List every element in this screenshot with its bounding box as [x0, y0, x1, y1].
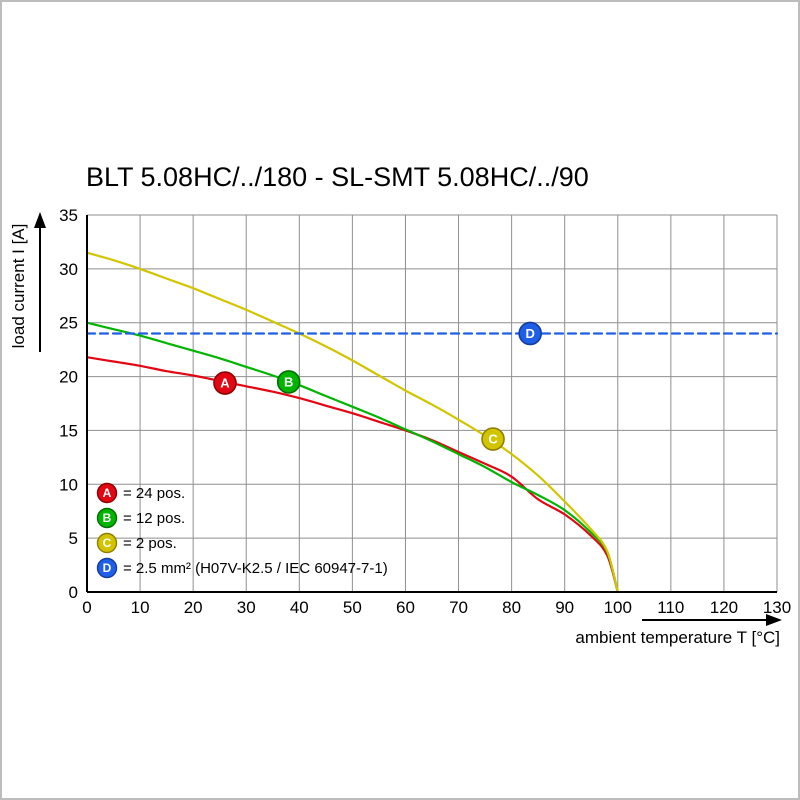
marker-D-label: D: [525, 326, 534, 341]
legend-item-B: B = 12 pos.: [96, 507, 185, 529]
legend-swatch-C: [96, 532, 118, 554]
y-tick-label-30: 30: [59, 260, 78, 279]
curve-B: [86, 321, 619, 594]
x-axis-label: ambient temperature T [°C]: [575, 628, 780, 647]
legend-label-C: = 2 pos.: [123, 535, 177, 552]
legend-item-C: C = 2 pos.: [96, 532, 177, 554]
x-axis-arrow: [642, 614, 782, 626]
y-tick-label-10: 10: [59, 475, 78, 494]
legend-item-D: D = 2.5 mm² (H07V-K2.5 / IEC 60947-7-1): [96, 557, 388, 579]
legend-swatch-letter-A: A: [103, 486, 112, 500]
curve-A: [86, 356, 619, 594]
marker-D: [518, 321, 542, 346]
y-tick-label-35: 35: [59, 206, 78, 225]
marker-A: [213, 371, 237, 395]
legend-swatch-letter-B: B: [103, 511, 112, 525]
marker-A-label: A: [220, 376, 230, 391]
axes-layer: [86, 215, 777, 593]
x-tick-label-130: 130: [763, 598, 791, 617]
grid-layer: 0 10 20 30 40 50 60 70 80 90 100 110 120 130 0 5 10 15 20 2…: [59, 206, 791, 617]
legend-swatch-B: [96, 507, 118, 529]
page-title: BLT 5.08HC/../180 - SL-SMT 5.08HC/../90: [86, 162, 589, 192]
x-tick-label-40: 40: [290, 598, 309, 617]
legend-layer: A = 24 pos. B = 12 pos. C = 2 pos. D = 2.5 mm² …: [96, 482, 388, 579]
marker-C-label: C: [488, 432, 498, 447]
x-tick-label-30: 30: [237, 598, 256, 617]
legend-label-B: = 12 pos.: [123, 510, 185, 527]
x-tick-label-100: 100: [604, 598, 632, 617]
y-tick-label-0: 0: [69, 583, 78, 602]
legend-label-D: = 2.5 mm² (H07V-K2.5 / IEC 60947-7-1): [123, 560, 388, 577]
legend-swatch-letter-C: C: [103, 536, 112, 550]
curve-C: [86, 251, 619, 594]
x-tick-label-70: 70: [449, 598, 468, 617]
x-tick-label-50: 50: [343, 598, 362, 617]
y-tick-label-15: 15: [59, 421, 78, 440]
legend-label-A: = 24 pos.: [123, 485, 185, 502]
y-tick-label-20: 20: [59, 368, 78, 387]
x-tick-label-0: 0: [82, 598, 91, 617]
y-tick-label-5: 5: [69, 529, 78, 548]
x-tick-label-110: 110: [657, 598, 684, 617]
x-tick-label-120: 120: [710, 598, 738, 617]
x-tick-label-10: 10: [131, 598, 150, 617]
y-axis-label: load current I [A]: [9, 224, 28, 349]
legend-swatch-letter-D: D: [103, 561, 112, 575]
marker-C: [481, 427, 505, 451]
x-tick-label-20: 20: [184, 598, 203, 617]
marker-B: [276, 370, 301, 394]
x-tick-label-80: 80: [502, 598, 521, 617]
markers-layer: A B C D: [213, 321, 542, 451]
x-tick-label-90: 90: [555, 598, 574, 617]
marker-B-label: B: [284, 374, 293, 389]
legend-swatch-A: [96, 482, 118, 504]
curves-layer: [86, 251, 778, 594]
y-tick-label-25: 25: [59, 314, 78, 333]
legend-item-A: A = 24 pos.: [96, 482, 185, 504]
legend-swatch-D: [96, 557, 118, 579]
y-axis-arrow: [34, 212, 46, 352]
x-tick-label-60: 60: [396, 598, 415, 617]
